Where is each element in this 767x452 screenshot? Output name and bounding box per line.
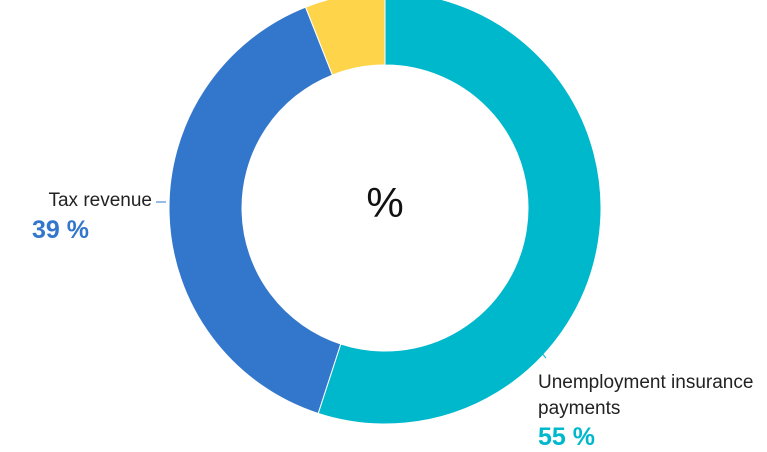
donut-slice bbox=[168, 6, 342, 415]
chart: % bbox=[156, 0, 602, 425]
value-label: 39 % bbox=[32, 216, 89, 244]
value-label: 55 % bbox=[538, 423, 595, 451]
page: % Tax revenue 39 % Unemployment insuranc… bbox=[32, 0, 754, 451]
leader-line bbox=[539, 350, 547, 359]
donut-slice bbox=[317, 0, 602, 425]
slice-label: Unemployment insurance payments bbox=[538, 372, 754, 419]
slice-label: Tax revenue bbox=[48, 190, 152, 211]
center-text: % bbox=[366, 179, 403, 226]
